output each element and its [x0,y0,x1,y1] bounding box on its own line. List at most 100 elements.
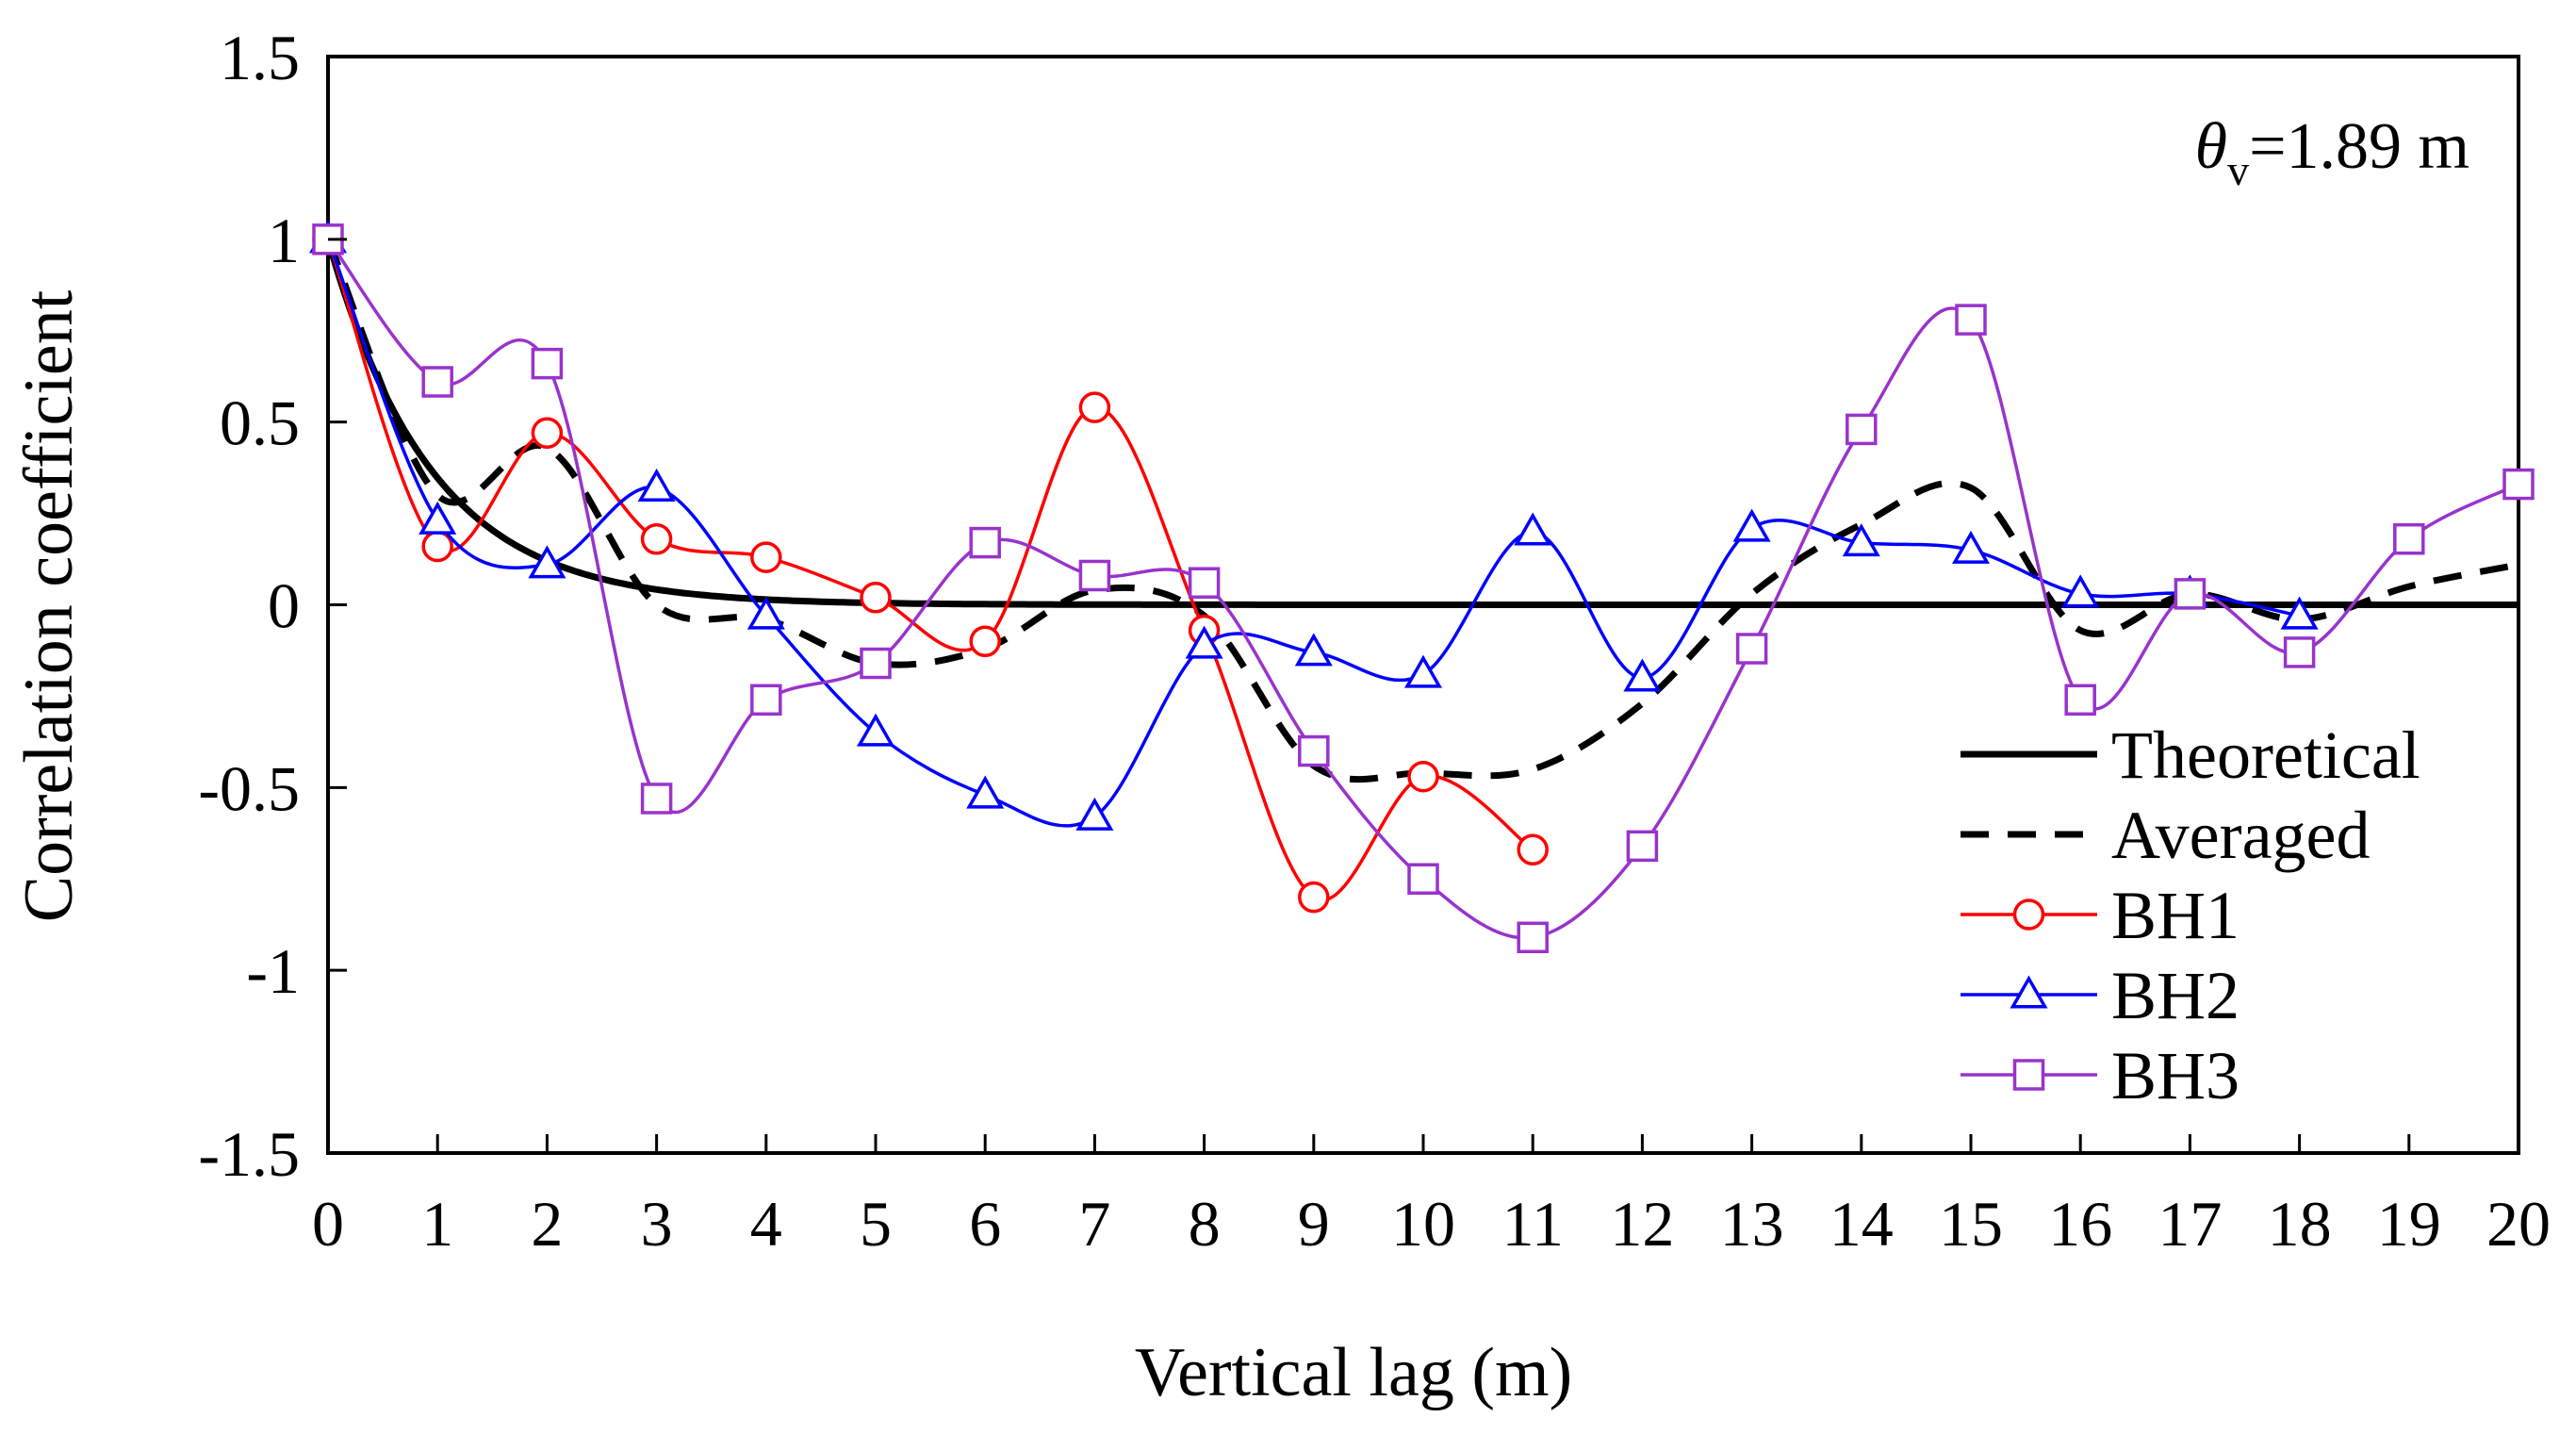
data-point-bh3 [2174,578,2207,610]
data-point-bh3 [640,783,673,815]
x-tick-label: 1 [421,1188,453,1260]
legend-item-bh3: BH3 [1961,1038,2240,1113]
data-point-bh3 [1846,413,1878,446]
x-tick-label: 8 [1189,1188,1221,1260]
data-point-bh3 [750,684,782,717]
x-tick-label: 7 [1078,1188,1110,1260]
x-tick-label: 12 [1610,1188,1674,1260]
series-layer [308,220,2535,954]
y-axis-ticks: 1.5 1 0.5 0 -0.5 -1 -1.5 [198,22,347,1190]
data-point-bh2 [1951,530,1991,564]
plot-area [308,55,2535,1155]
data-point-bh2 [966,775,1005,809]
y-tick-label: 0.5 [220,387,300,459]
x-tick-label: 2 [531,1188,563,1260]
series-bh1 [312,223,1549,914]
x-tick-label: 20 [2486,1188,2551,1260]
data-point-bh3 [1517,921,1549,954]
data-point-bh3 [2064,684,2096,717]
data-point-bh3 [1626,830,1659,863]
data-point-bh3 [1298,734,1330,767]
x-tick-label: 14 [1829,1188,1894,1260]
x-tick-label: 15 [1939,1188,2003,1260]
legend-label-bh2: BH2 [2111,958,2240,1033]
x-tick-label: 18 [2268,1188,2332,1260]
x-tick-label: 16 [2048,1188,2112,1260]
legend-label-bh3: BH3 [2111,1038,2240,1113]
x-axis-ticks: 0 1 2 3 4 5 6 7 8 9 10 11 12 13 14 15 16 17 18 19 20 [312,1134,2551,1260]
data-point-bh2 [2061,574,2100,608]
data-point-bh1 [860,581,892,614]
legend-marker-bh3 [2012,1059,2045,1091]
y-tick-label: 1 [268,205,300,276]
data-point-bh2 [1623,658,1662,692]
legend-label-bh1: BH1 [2111,878,2240,953]
data-point-bh2 [418,501,457,535]
data-point-bh3 [1407,863,1439,895]
data-point-bh2 [1185,625,1223,659]
data-point-bh2 [1514,512,1552,546]
legend-label-theoretical: Theoretical [2111,717,2420,793]
x-tick-label: 0 [312,1188,344,1260]
data-point-bh3 [1078,559,1111,592]
y-tick-label: 0 [268,570,300,642]
legend-item-bh2: BH2 [1961,958,2240,1033]
series-theoretical [324,238,2519,608]
series-line-averaged [324,238,2519,783]
legend-marker-bh1 [2012,898,2045,931]
y-axis-title: Correlation coefficient [10,289,88,922]
data-point-bh1 [531,417,564,450]
data-point-bh3 [1955,304,1987,336]
series-averaged [324,238,2519,783]
series-line-theoretical [324,238,2519,608]
series-bh3 [312,223,2535,954]
data-point-bh1 [1298,881,1330,914]
data-point-bh2 [1732,508,1771,542]
data-point-bh3 [421,366,453,398]
x-tick-label: 4 [750,1188,782,1260]
data-point-bh2 [747,596,785,630]
data-point-bh3 [969,526,1001,559]
x-tick-label: 10 [1391,1188,1455,1260]
x-tick-label: 19 [2377,1188,2441,1260]
legend-item-bh1: BH1 [1961,878,2240,953]
x-axis-title: Vertical lag (m) [1135,1334,1572,1411]
x-tick-label: 3 [641,1188,673,1260]
data-point-bh2 [1075,797,1114,831]
data-point-bh2 [528,545,566,579]
data-point-bh1 [1078,391,1111,423]
y-tick-label: -0.5 [198,752,300,824]
data-point-bh2 [1842,523,1880,557]
x-tick-label: 11 [1501,1188,1563,1260]
x-tick-label: 13 [1720,1188,1784,1260]
data-point-bh1 [969,625,1001,658]
x-tick-label: 5 [860,1188,892,1260]
data-point-bh1 [640,522,673,555]
data-point-bh3 [531,347,564,380]
data-point-bh1 [1407,760,1439,793]
theta-subscript: v [2227,146,2249,194]
data-point-bh1 [750,541,782,573]
data-point-bh3 [1188,567,1221,599]
x-tick-label: 6 [969,1188,1001,1260]
y-tick-label: -1 [246,935,300,1007]
data-point-bh3 [860,647,892,680]
data-point-bh2 [1294,633,1333,667]
data-point-bh2 [1403,654,1443,688]
data-point-bh3 [2393,522,2425,555]
data-point-bh3 [1735,633,1768,665]
series-line-bh2 [326,239,2300,828]
theta-symbol: θ [2195,110,2227,183]
x-tick-label: 9 [1298,1188,1330,1260]
data-point-bh3 [2283,636,2316,668]
data-point-bh2 [637,468,676,502]
theta-value: =1.89 m [2249,110,2469,183]
legend-label-averaged: Averaged [2111,798,2371,873]
y-tick-label: 1.5 [220,22,300,93]
data-point-bh2 [2280,596,2319,630]
legend-item-averaged: Averaged [1961,798,2371,873]
theta-annotation: θv=1.89 m [2195,110,2469,194]
x-tick-label: 17 [2158,1188,2222,1260]
